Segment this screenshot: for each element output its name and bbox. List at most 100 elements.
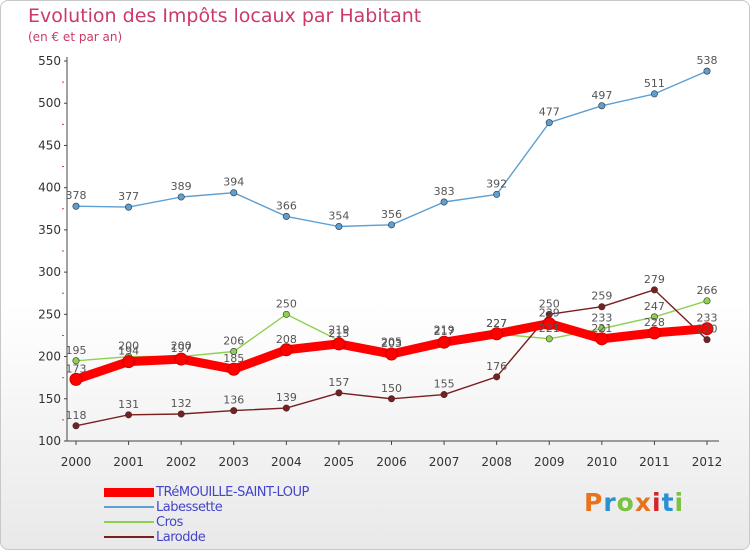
x-tick-label: 2010 [587,455,618,469]
data-label: 136 [223,394,244,407]
data-point [227,362,241,376]
data-point [545,119,553,127]
data-label: 279 [644,273,665,286]
data-label: 150 [381,382,402,395]
data-label: 206 [223,334,244,347]
legend-label: TRéMOUILLE-SAINT-LOUP [156,485,309,500]
data-label: 538 [697,54,718,67]
data-label: 203 [381,337,402,350]
data-point [493,190,501,198]
data-label: 205 [381,335,402,348]
data-label: 247 [644,300,665,313]
data-label: 227 [486,317,507,330]
data-point [122,355,136,369]
chart-subtitle: (en € et par an) [28,30,123,44]
x-tick-label: 2009 [534,455,565,469]
data-label: 195 [66,344,87,357]
legend-label: Labessette [156,500,223,515]
data-label: 356 [381,208,402,221]
data-label: 383 [434,185,455,198]
x-tick-label: 2011 [639,455,670,469]
x-tick-label: 2003 [218,455,249,469]
data-label: 208 [276,333,297,346]
legend-label: Larodde [156,530,206,545]
data-point [703,336,711,344]
data-point [230,407,238,415]
logo-letter: i [652,488,662,517]
logo-letter: r [603,488,617,517]
data-label: 233 [697,312,718,325]
data-point [542,317,556,331]
data-label: 219 [434,324,455,337]
data-label: 217 [434,325,455,338]
data-point [387,221,395,229]
data-label: 497 [591,89,612,102]
data-label: 394 [223,176,244,189]
data-point [177,193,185,201]
data-point [598,303,606,311]
data-label: 221 [591,322,612,335]
y-tick-label: 100 [38,434,61,448]
data-point [650,286,658,294]
data-point [650,313,658,321]
data-label: 233 [591,312,612,325]
data-point [332,337,346,351]
proxiti-logo: Proxiti [584,488,684,517]
data-label: 200 [171,340,192,353]
y-tick-label: 150 [38,392,61,406]
data-point [335,223,343,231]
data-label: 132 [171,397,192,410]
logo-letter: x [634,488,652,517]
data-point [440,198,448,206]
x-tick-label: 2006 [376,455,407,469]
logo-letter: P [584,488,604,517]
x-tick-label: 2007 [429,455,460,469]
data-point [125,203,133,211]
y-tick-label: 250 [38,307,61,321]
data-point [595,332,609,346]
data-point [282,310,290,318]
data-point [279,343,293,357]
data-label: 377 [118,190,139,203]
x-tick-label: 2005 [324,455,355,469]
data-point [385,347,398,361]
data-point [545,335,553,343]
legend-swatch [104,488,154,497]
data-point [282,404,290,412]
data-label: 266 [697,284,718,297]
data-label: 389 [171,180,192,193]
data-point [335,389,343,397]
y-tick-label: 500 [38,96,61,110]
data-point [598,325,606,333]
data-point [387,395,395,403]
data-label: 185 [223,352,244,365]
data-label: 392 [486,177,507,190]
series-line-1 [75,70,708,228]
data-label: 511 [644,77,665,90]
logo-letter: o [616,488,635,517]
data-label: 250 [276,297,297,310]
data-label: 118 [66,409,87,422]
data-point [72,422,80,430]
data-point [69,372,83,386]
data-label: 366 [276,199,297,212]
data-point [700,322,714,336]
data-label: 155 [434,378,455,391]
data-point [437,335,451,349]
data-point [174,352,188,366]
data-label: 227 [486,317,507,330]
legend-swatch [104,521,154,523]
data-label: 173 [66,362,87,375]
legend-label: Cros [156,515,183,530]
data-label: 157 [328,376,349,389]
y-tick-label: 200 [38,350,61,364]
data-label: 220 [697,323,718,336]
x-tick-label: 2000 [61,455,92,469]
data-point [125,411,133,419]
data-point [177,410,185,418]
data-point [703,67,711,75]
data-label: 131 [118,398,139,411]
data-label: 477 [539,106,560,119]
